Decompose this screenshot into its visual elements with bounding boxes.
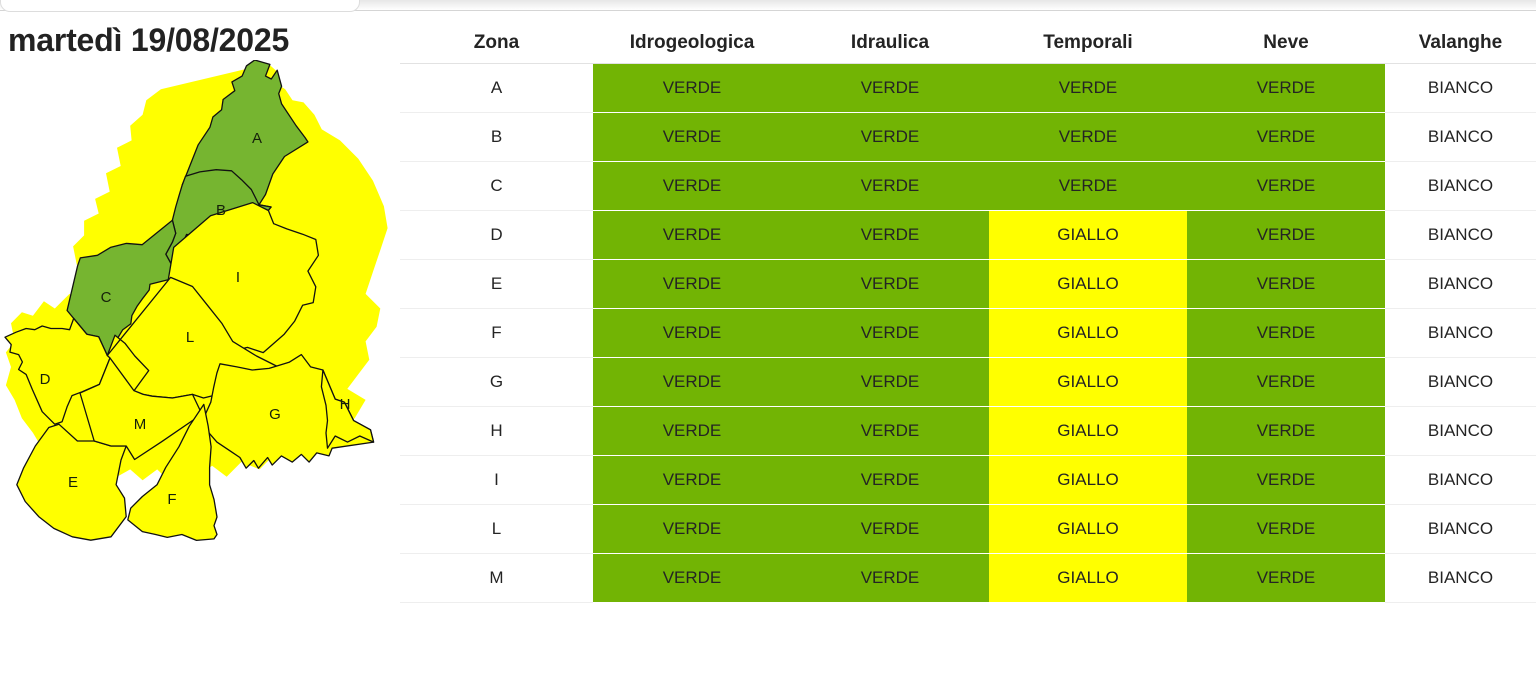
svg-text:L: L	[186, 329, 194, 346]
svg-text:D: D	[40, 371, 51, 388]
svg-text:F: F	[167, 491, 176, 508]
svg-text:H: H	[340, 396, 351, 413]
svg-text:A: A	[252, 130, 262, 147]
svg-text:E: E	[68, 474, 78, 491]
svg-text:B: B	[216, 202, 226, 219]
svg-text:G: G	[269, 406, 281, 423]
svg-text:M: M	[134, 416, 147, 433]
svg-text:C: C	[101, 289, 112, 306]
svg-text:I: I	[236, 269, 240, 286]
